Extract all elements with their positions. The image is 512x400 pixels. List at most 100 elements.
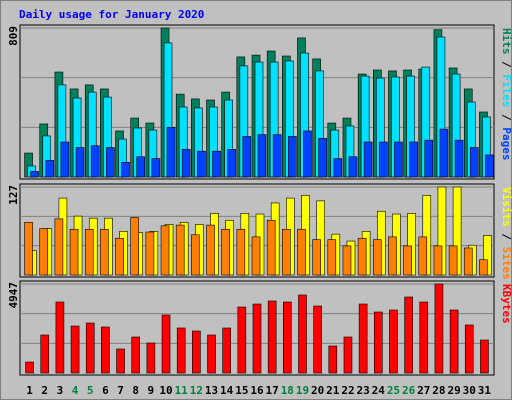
bar bbox=[358, 303, 368, 374]
legend: Visits / Sites bbox=[500, 187, 512, 280]
bar bbox=[70, 325, 80, 374]
bar bbox=[424, 139, 434, 178]
bar bbox=[348, 156, 358, 178]
bar bbox=[101, 326, 110, 374]
legend-separator: / bbox=[500, 55, 512, 75]
bar bbox=[419, 301, 429, 374]
x-tick-label: 23 bbox=[357, 384, 370, 397]
bar bbox=[318, 138, 327, 178]
bar bbox=[160, 225, 170, 276]
legend-separator: / bbox=[500, 227, 512, 247]
bar bbox=[212, 150, 221, 178]
bar bbox=[448, 245, 458, 276]
bar bbox=[222, 327, 231, 374]
x-tick-label: 15 bbox=[235, 384, 248, 397]
bar bbox=[449, 309, 459, 374]
x-tick-label: 8 bbox=[132, 384, 139, 397]
bar bbox=[121, 161, 130, 178]
x-tick-label: 21 bbox=[326, 384, 340, 397]
x-tick-label: 30 bbox=[463, 384, 476, 397]
legend-entry: Files bbox=[500, 74, 512, 107]
bar bbox=[145, 231, 155, 276]
x-tick-label: 22 bbox=[341, 384, 354, 397]
bar bbox=[75, 147, 85, 178]
bar bbox=[176, 327, 186, 374]
bar bbox=[252, 303, 262, 374]
bar bbox=[161, 314, 171, 374]
bar bbox=[433, 245, 443, 276]
bar bbox=[24, 222, 33, 276]
x-tick-label: 11 bbox=[175, 384, 189, 397]
bar bbox=[418, 236, 428, 276]
bar bbox=[469, 147, 479, 178]
bar bbox=[40, 334, 50, 374]
bar bbox=[227, 149, 236, 178]
bar bbox=[297, 228, 306, 276]
bar bbox=[313, 305, 322, 374]
x-tick-label: 20 bbox=[311, 384, 324, 397]
bar bbox=[115, 237, 124, 276]
legend-entry: Pages bbox=[500, 127, 512, 160]
bar bbox=[25, 361, 34, 374]
bar bbox=[342, 245, 352, 276]
bar bbox=[267, 300, 277, 374]
bar bbox=[372, 239, 382, 276]
bar bbox=[343, 336, 353, 374]
bar bbox=[242, 136, 252, 178]
bar bbox=[388, 236, 397, 276]
bar bbox=[357, 237, 367, 276]
legend: Hits / Files / Pages bbox=[500, 28, 512, 161]
bar bbox=[236, 228, 246, 276]
bar bbox=[327, 239, 337, 276]
bar bbox=[106, 147, 115, 178]
x-tick-label: 17 bbox=[266, 384, 279, 397]
bar bbox=[298, 294, 307, 374]
x-tick-label: 27 bbox=[417, 384, 430, 397]
x-tick-label: 24 bbox=[372, 384, 386, 397]
bar bbox=[45, 160, 55, 178]
bar bbox=[266, 219, 276, 276]
bar bbox=[272, 134, 282, 178]
x-tick-label: 14 bbox=[220, 384, 234, 397]
x-tick-label: 3 bbox=[57, 384, 64, 397]
bar bbox=[288, 136, 297, 178]
bar bbox=[434, 283, 444, 374]
bar bbox=[283, 301, 292, 374]
bar bbox=[131, 336, 141, 374]
bar bbox=[151, 158, 161, 178]
legend-entry: Visits bbox=[500, 187, 512, 227]
bar bbox=[257, 134, 267, 178]
bar bbox=[100, 228, 109, 276]
x-tick-label: 2 bbox=[41, 384, 48, 397]
x-tick-label: 25 bbox=[387, 384, 400, 397]
x-tick-label: 5 bbox=[87, 384, 94, 397]
bar bbox=[206, 224, 215, 276]
bar bbox=[90, 145, 100, 178]
x-tick-label: 13 bbox=[205, 384, 218, 397]
bar bbox=[403, 245, 412, 276]
x-tick-label: 29 bbox=[447, 384, 460, 397]
bar bbox=[463, 247, 473, 276]
bar bbox=[378, 141, 388, 178]
bar bbox=[404, 296, 413, 374]
bar bbox=[439, 128, 449, 178]
x-tick-label: 6 bbox=[102, 384, 109, 397]
x-tick-label: 18 bbox=[281, 384, 294, 397]
bar bbox=[480, 339, 489, 374]
x-tick-label: 10 bbox=[159, 384, 172, 397]
bar bbox=[464, 324, 474, 374]
x-tick-label: 26 bbox=[402, 384, 416, 397]
bar bbox=[479, 259, 488, 276]
bar bbox=[55, 301, 65, 374]
bar bbox=[394, 141, 403, 178]
bar bbox=[130, 217, 140, 276]
bar bbox=[373, 311, 383, 374]
bar bbox=[389, 309, 398, 374]
bar bbox=[207, 334, 216, 374]
bar bbox=[282, 228, 291, 276]
bar bbox=[192, 330, 201, 374]
bar bbox=[84, 228, 94, 276]
bar bbox=[30, 171, 39, 178]
bar bbox=[312, 239, 321, 276]
